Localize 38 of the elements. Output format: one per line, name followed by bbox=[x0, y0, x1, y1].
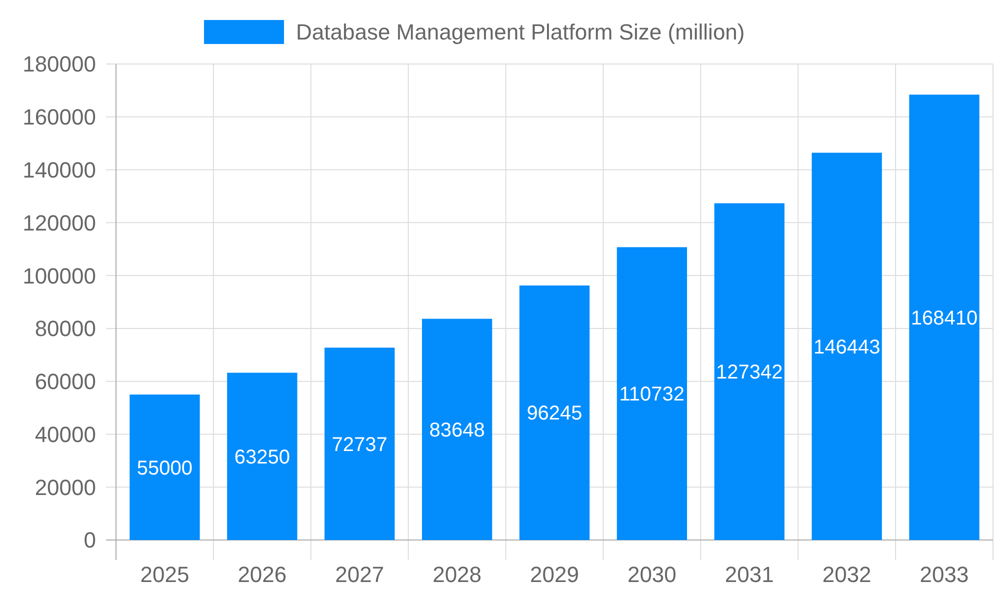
bar bbox=[130, 394, 200, 540]
data-label: 83648 bbox=[429, 419, 485, 442]
x-tick-label: 2030 bbox=[627, 562, 676, 587]
data-label: 63250 bbox=[234, 446, 290, 468]
bar bbox=[324, 348, 395, 540]
x-tick-label: 2031 bbox=[724, 562, 774, 587]
bar bbox=[227, 372, 298, 540]
data-label: 146443 bbox=[813, 336, 880, 358]
bar bbox=[519, 285, 590, 540]
y-tick-label: 0 bbox=[84, 528, 96, 553]
x-tick-label: 2025 bbox=[140, 562, 190, 587]
data-label: 55000 bbox=[136, 457, 193, 480]
y-tick-label: 100000 bbox=[22, 263, 96, 288]
y-tick-label: 140000 bbox=[22, 157, 96, 182]
x-tick-label: 2029 bbox=[530, 562, 579, 587]
y-tick-label: 20000 bbox=[34, 474, 96, 500]
bar bbox=[812, 152, 882, 540]
data-label: 127342 bbox=[716, 362, 783, 384]
y-tick-label: 60000 bbox=[34, 369, 96, 394]
y-tick-label: 120000 bbox=[22, 210, 96, 236]
x-tick-label: 2026 bbox=[238, 562, 287, 587]
data-label: 168410 bbox=[910, 307, 978, 330]
legend-label: Database Management Platform Size (million) bbox=[296, 20, 745, 45]
bar bbox=[909, 94, 980, 540]
y-tick-label: 160000 bbox=[22, 104, 96, 130]
x-tick-label: 2028 bbox=[432, 562, 482, 587]
bar bbox=[616, 247, 688, 540]
x-tick-label: 2033 bbox=[920, 562, 969, 587]
bar bbox=[422, 318, 492, 540]
data-label: 110732 bbox=[619, 384, 685, 406]
y-tick-label: 80000 bbox=[34, 316, 96, 342]
x-tick-label: 2032 bbox=[822, 562, 872, 587]
y-tick-label: 180000 bbox=[22, 52, 96, 77]
y-tick-label: 40000 bbox=[34, 422, 96, 447]
data-label: 96245 bbox=[526, 402, 582, 425]
x-tick-label: 2027 bbox=[335, 562, 384, 587]
bar bbox=[714, 203, 784, 540]
data-label: 72737 bbox=[332, 434, 388, 456]
